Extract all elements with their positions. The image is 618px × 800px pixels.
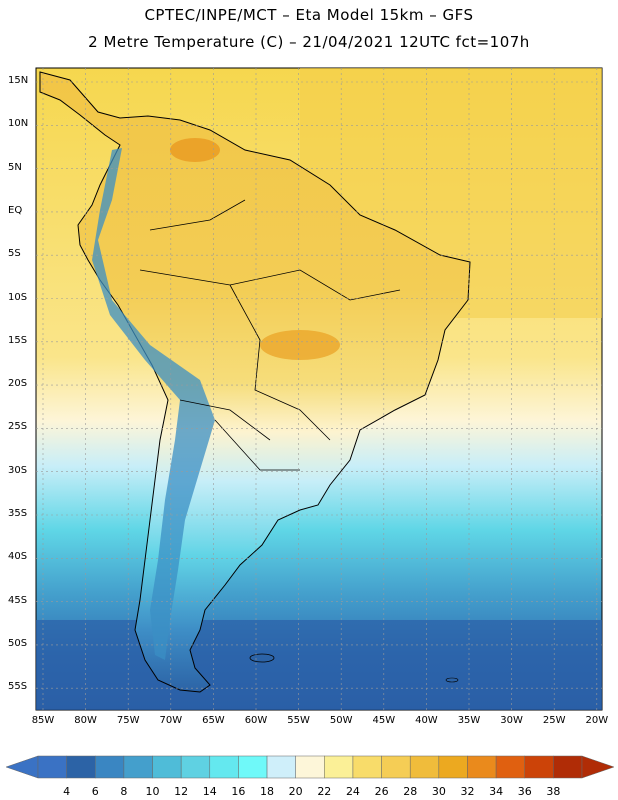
colorbar-swatch	[467, 755, 497, 779]
colorbar-label: 10	[145, 785, 160, 798]
colorbar-label: 4	[63, 785, 71, 798]
lon-label: 70W	[159, 715, 183, 726]
lat-label: 50S	[8, 637, 28, 649]
lon-label: 25W	[542, 715, 566, 726]
colorbar-swatch	[37, 755, 67, 779]
colorbar-swatch	[152, 755, 182, 779]
colorbar-swatch	[95, 755, 125, 779]
colorbar-label: 14	[202, 785, 217, 798]
hot-spot-central-brazil	[260, 330, 340, 360]
colorbar-swatch	[66, 755, 96, 779]
lon-label: 75W	[116, 715, 140, 726]
lon-label: 55W	[287, 715, 310, 726]
south-georgia	[445, 677, 459, 683]
lon-label: 30W	[500, 715, 523, 726]
falkland-islands	[249, 653, 275, 663]
lon-label: 60W	[244, 715, 268, 726]
lat-label: 25S	[8, 421, 28, 433]
colorbar-swatch	[123, 755, 153, 779]
lat-label: 55S	[8, 681, 28, 693]
colorbar-label: 30	[431, 785, 446, 798]
lon-label: 80W	[74, 715, 97, 726]
colorbar-swatch	[266, 755, 296, 779]
lat-label: EQ	[8, 204, 23, 216]
colorbar-swatch	[209, 755, 239, 779]
lon-label: 35W	[457, 715, 481, 726]
colorbar-label: 36	[517, 785, 532, 798]
colorbar-label: 18	[260, 785, 275, 798]
lat-label: 5N	[8, 161, 22, 173]
lat-label: 20S	[8, 378, 28, 390]
colorbar-swatch	[409, 755, 440, 779]
lat-label: 10N	[8, 118, 29, 130]
andes-cold-strip	[92, 148, 215, 660]
colorbar-left-arrow	[5, 755, 39, 779]
colorbar-swatch	[553, 755, 583, 779]
colorbar-swatch	[381, 755, 411, 779]
lon-label: 85W	[31, 715, 55, 726]
country-borders	[139, 199, 401, 471]
colorbar-label: 6	[91, 785, 99, 798]
lat-label: 5S	[8, 248, 21, 260]
colorbar-label: 34	[489, 785, 504, 798]
lon-label: 50W	[329, 715, 353, 726]
colorbar-right-arrow	[581, 755, 615, 779]
lon-label: 40W	[415, 715, 438, 726]
title-line-1: CPTEC/INPE/MCT – Eta Model 15km – GFS	[144, 6, 474, 24]
colorbar-label: 28	[403, 785, 418, 798]
lat-label: 15N	[8, 75, 29, 86]
colorbar	[5, 755, 615, 779]
lon-label: 65W	[202, 715, 225, 726]
colorbar-swatch	[295, 755, 325, 779]
colorbar-swatch	[524, 755, 554, 779]
colorbar-swatch	[352, 755, 382, 779]
colorbar-label: 38	[546, 785, 561, 798]
title-line-2: 2 Metre Temperature (C) – 21/04/2021 12U…	[88, 33, 530, 51]
colorbar-label: 22	[317, 785, 332, 798]
colorbar-label: 24	[345, 785, 360, 798]
lat-label: 15S	[8, 334, 28, 346]
lat-label: 30S	[8, 464, 28, 476]
colorbar-swatch	[495, 755, 525, 779]
colorbar-label: 8	[120, 785, 128, 798]
colorbar-label: 12	[174, 785, 189, 798]
colorbar-swatch	[238, 755, 268, 779]
colorbar-swatch	[180, 755, 211, 779]
lon-label: 20W	[585, 715, 609, 726]
colorbar-swatch	[324, 755, 354, 779]
graticule	[36, 68, 602, 710]
lat-label: 35S	[8, 508, 28, 519]
lat-label: 10S	[8, 291, 28, 303]
colorbar-label: 16	[231, 785, 246, 798]
hot-spot-venezuela	[170, 138, 220, 162]
colorbar-label: 32	[460, 785, 475, 798]
lat-label: 40S	[8, 551, 28, 563]
cold-southern-band	[36, 620, 602, 710]
lon-label: 45W	[372, 715, 396, 726]
south-america-landmass	[39, 71, 471, 693]
colorbar-label: 20	[288, 785, 303, 798]
lat-label: 45S	[8, 594, 28, 606]
colorbar-label: 26	[374, 785, 389, 798]
colorbar-swatch	[438, 755, 468, 779]
